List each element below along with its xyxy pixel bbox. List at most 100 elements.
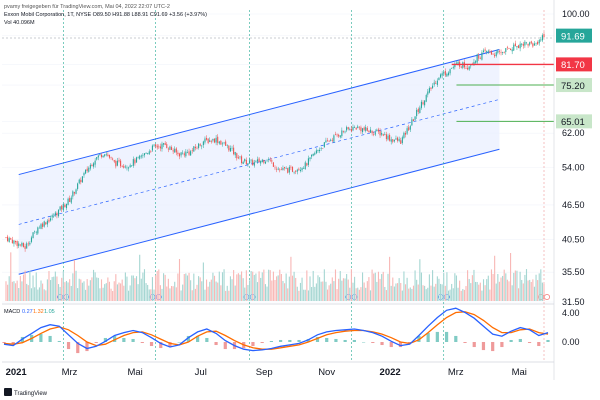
volume-bar [115,274,117,301]
volume-bar [194,288,196,301]
volume-bar [85,289,87,301]
volume-bar [312,270,314,301]
volume-bar [479,282,481,301]
candle-body [102,155,104,158]
volume-bar [81,282,83,301]
candle-body [280,169,282,171]
candle-body [279,169,281,171]
candle-body [13,240,15,244]
volume-bar [338,278,340,301]
candle-body [475,61,477,63]
volume-bar [62,271,64,301]
candle-body [110,157,112,158]
candle-body [395,138,397,140]
candle-body [331,139,333,141]
candle-body [59,206,61,210]
candle-body [145,153,147,154]
candle-body [11,239,13,244]
candle-body [80,179,82,183]
candle-body [404,132,407,135]
price-axis[interactable]: 100.00 62.00 54.00 46.50 40.50 35.50 31.504.00… [553,0,590,380]
candle-body [269,160,271,161]
candle-body [424,100,426,106]
volume-bar [59,286,61,301]
candle-body [92,163,95,167]
volume-bar [56,276,58,301]
candle-body [69,198,71,202]
candle-body [18,243,20,247]
volume-bar [128,290,130,301]
candle-body [369,129,372,133]
candle-body [489,51,491,53]
candle-body [529,42,531,45]
candle-body [199,144,201,146]
volume-bar [323,269,325,301]
price-label-box-s1 [556,78,592,93]
volume-bar [303,289,305,301]
candle-body [454,63,456,68]
volume-bar [425,289,427,301]
volume-bar [86,279,88,301]
candle-body [425,94,427,102]
candle-body [419,107,421,113]
candle-body [479,58,481,59]
candle-body [268,159,270,160]
tradingview-logo[interactable]: TradingView [4,388,48,397]
candle-body [236,153,238,159]
candle-body [129,165,131,168]
candle-body [89,164,91,169]
macd-tick-label: 4.00 [562,308,580,318]
candle-body [169,146,171,150]
candle-body [88,167,90,172]
macd-histogram-bar [260,342,264,344]
candle-body [172,150,174,152]
candle-body [148,151,150,155]
time-tick-label: Nov [318,367,335,378]
volume-bar [314,286,316,301]
candle-body [180,152,182,156]
candle-body [326,140,329,142]
price-tick-label: 35.50 [562,267,585,277]
candle-body [186,152,189,153]
candle-body [288,166,290,173]
time-tick-label: Mrz [448,367,464,378]
volume-bar [221,272,224,301]
candle-body [158,146,160,148]
volume-bar [446,272,448,301]
candle-body [521,43,523,45]
time-axis[interactable]: 2021 Mrz Mai Jul Sep Nov 2022 Mrz Mai [6,367,527,378]
volume-bar [513,272,515,301]
candle-body [328,140,330,142]
volume-bar [29,271,31,301]
candle-body [228,145,230,151]
candle-body [193,146,195,152]
candle-body [45,222,47,225]
volume-bar [148,289,150,301]
candle-body [258,158,260,163]
volume-bar [439,283,442,301]
volume-bar [140,278,142,301]
candle-body [490,51,493,55]
candle-body [412,119,415,121]
candle-body [420,101,422,108]
volume-bar [175,287,177,301]
volume-bar [272,271,274,301]
volume-bar [158,269,160,301]
macd-histogram-bar [11,342,15,345]
volume-bar [143,269,146,301]
volume-bar [97,277,99,301]
volume-bar [447,290,450,301]
volume-bar [384,286,386,301]
volume-bar [57,284,60,301]
volume-bar [502,275,504,301]
candle-body [371,130,373,134]
volume-bar [75,270,77,301]
volume-bar [374,272,376,301]
horizontal-levels[interactable]: 91.69 81.70 75.20 65.01 [451,28,592,129]
candle-body [62,203,64,211]
candle-body [147,153,149,155]
volume-bar [537,280,539,301]
candle-body [325,140,327,143]
candle-body [67,198,69,205]
